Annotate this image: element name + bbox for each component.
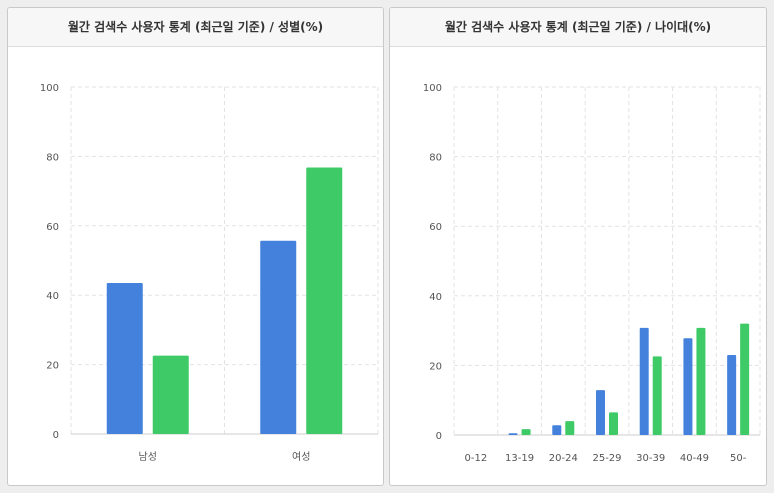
y-tick-label: 60 <box>429 222 442 233</box>
bar-series-b-20-24 <box>565 421 575 435</box>
bar-series-b-남성 <box>152 355 189 434</box>
y-tick-label: 40 <box>429 292 442 303</box>
bar-series-a-30-39 <box>639 327 649 435</box>
bar-series-b-50- <box>740 323 750 435</box>
x-tick-label: 50- <box>730 453 747 464</box>
x-tick-label: 40-49 <box>680 453 709 464</box>
y-tick-label: 0 <box>53 430 59 441</box>
bar-series-a-13-19 <box>508 433 518 435</box>
y-tick-label: 100 <box>423 83 442 94</box>
age-chart-panel: 월간 검색수 사용자 통계 (최근일 기준) / 나이대(%) 0 20 40 60 8… <box>389 7 767 486</box>
bar-series-a-여성 <box>260 240 297 434</box>
age-chart-title: 월간 검색수 사용자 통계 (최근일 기준) / 나이대(%) <box>390 8 766 47</box>
x-tick-label: 20-24 <box>549 453 578 464</box>
y-tick-label: 60 <box>46 222 59 233</box>
bar-series-b-여성 <box>306 167 343 434</box>
y-tick-label: 40 <box>46 291 59 302</box>
y-tick-label: 20 <box>429 361 442 372</box>
x-tick-label: 0-12 <box>465 453 488 464</box>
y-tick-label: 80 <box>429 153 442 164</box>
bar-series-b-25-29 <box>609 412 618 435</box>
age-bar-chart: 0 20 40 60 80 100 0-12 13-19 20-24 25-29 30-39 40-4… <box>423 83 761 464</box>
y-tick-label: 100 <box>40 83 59 94</box>
x-tick-label: 여성 <box>292 451 310 463</box>
bar-series-b-30-39 <box>652 356 662 435</box>
bar-series-a-40-49 <box>683 338 693 435</box>
bar-series-a-20-24 <box>552 425 562 435</box>
y-tick-label: 20 <box>46 361 59 372</box>
gender-bar-chart: 0 20 40 60 80 100 남성 여성 <box>40 83 379 463</box>
bar-series-a-25-29 <box>596 390 605 435</box>
y-tick-label: 80 <box>46 152 59 163</box>
bar-series-b-13-19 <box>521 429 531 435</box>
gender-chart-title: 월간 검색수 사용자 통계 (최근일 기준) / 성별(%) <box>8 8 383 47</box>
bar-series-b-40-49 <box>696 327 706 435</box>
x-tick-label: 남성 <box>139 451 157 463</box>
x-tick-label: 30-39 <box>636 453 665 464</box>
gender-chart-panel: 월간 검색수 사용자 통계 (최근일 기준) / 성별(%) 0 20 40 60 80… <box>7 7 384 486</box>
x-tick-label: 25-29 <box>592 453 621 464</box>
x-tick-label: 13-19 <box>505 453 534 464</box>
bar-series-a-50- <box>727 354 737 435</box>
bar-series-a-남성 <box>106 283 143 434</box>
y-tick-label: 0 <box>436 431 442 442</box>
